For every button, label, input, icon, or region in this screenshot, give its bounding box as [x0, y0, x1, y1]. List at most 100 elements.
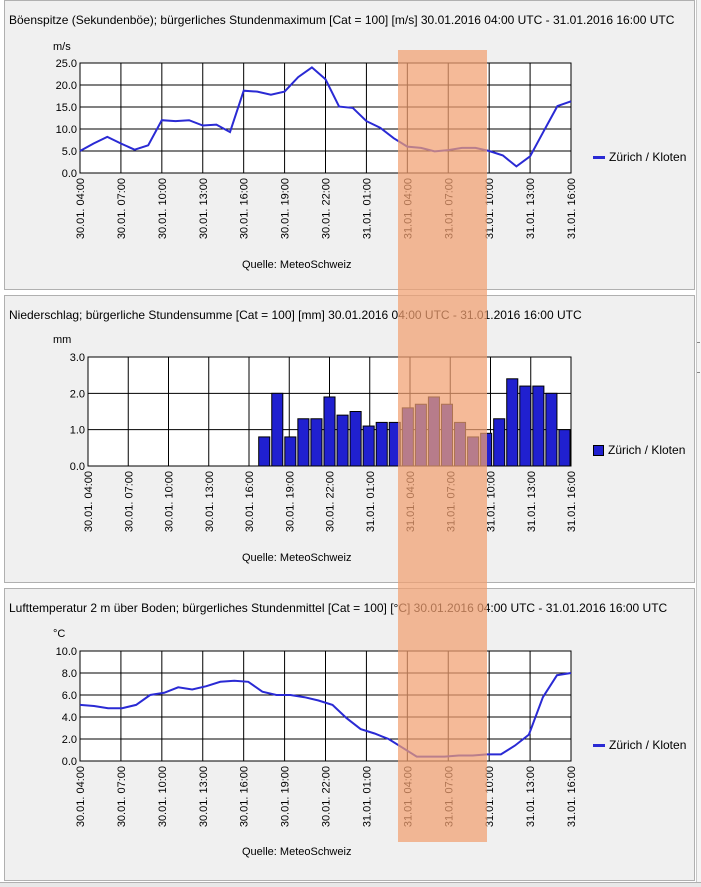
- chart-title: Böenspitze (Sekundenböe); bürgerliches S…: [9, 13, 675, 27]
- x-tick-label: 30.01. 19:00: [280, 766, 292, 827]
- chart-plot: 0.0 2.0 4.0 6.0 8.0 10.0 30.01. 04:00 30.01. 07…: [56, 646, 578, 827]
- y-tick-label: 15.0: [56, 102, 77, 114]
- y-tick-label: 20.0: [56, 80, 77, 92]
- x-tick-label: 31.01. 10:00: [484, 178, 496, 239]
- source-label: Quelle: MeteoSchweiz: [242, 552, 352, 564]
- legend-line-swatch: [593, 743, 605, 747]
- x-tick-label: 30.01. 13:00: [198, 178, 210, 239]
- source-label: Quelle: MeteoSchweiz: [242, 846, 352, 858]
- bar: [545, 392, 558, 467]
- y-tick-label: 25.0: [56, 58, 77, 70]
- x-tick-label: 30.01. 07:00: [116, 766, 128, 827]
- y-tick-label: 4.0: [62, 712, 77, 724]
- y-tick-label: 3.0: [70, 352, 85, 364]
- x-tick-label: 30.01. 07:00: [116, 178, 128, 239]
- bar: [401, 407, 414, 467]
- chart-panel-gusts: Böenspitze (Sekundenböe); bürgerliches S…: [4, 0, 695, 290]
- y-tick-label: 10.0: [56, 124, 77, 136]
- y-tick-label: 0.0: [70, 461, 85, 473]
- x-tick-label: 31.01. 07:00: [443, 766, 455, 827]
- scrollbar-mark: [697, 372, 700, 373]
- x-tick-label: 31.01. 04:00: [402, 766, 414, 827]
- bar: [493, 418, 506, 467]
- bar: [558, 429, 571, 467]
- x-tick-label: 30.01. 16:00: [244, 471, 256, 532]
- x-tick-label: 30.01. 19:00: [280, 178, 292, 239]
- bar: [271, 392, 284, 467]
- bar: [454, 421, 467, 467]
- x-tick-label: 31.01. 16:00: [566, 178, 578, 239]
- x-tick-label: 31.01. 13:00: [525, 178, 537, 239]
- legend-bar-swatch: [593, 444, 604, 456]
- bar: [310, 418, 323, 467]
- legend-line-swatch: [593, 155, 605, 159]
- x-tick-label: 31.01. 16:00: [566, 766, 578, 827]
- x-tick-label: 31.01. 13:00: [526, 471, 538, 532]
- legend-label: Zürich / Kloten: [609, 150, 687, 164]
- x-tick-label: 31.01. 13:00: [525, 766, 537, 827]
- x-tick-label: 30.01. 10:00: [164, 471, 176, 532]
- y-tick-label: 0.0: [62, 168, 77, 180]
- x-tick-label: 30.01. 10:00: [157, 766, 169, 827]
- legend: Zürich / Kloten: [593, 738, 686, 752]
- scrollbar-track[interactable]: [696, 0, 701, 887]
- x-tick-label: 30.01. 16:00: [239, 766, 251, 827]
- bar: [336, 414, 349, 467]
- x-tick-label: 30.01. 10:00: [157, 178, 169, 239]
- bar: [480, 432, 493, 467]
- legend: Zürich / Kloten: [593, 443, 685, 457]
- x-tick-label: 30.01. 13:00: [204, 471, 216, 532]
- bar: [440, 403, 454, 467]
- bar: [532, 385, 545, 467]
- x-tick-label: 31.01. 04:00: [402, 178, 414, 239]
- y-tick-label: 1.0: [70, 425, 85, 437]
- x-tick-label: 31.01. 16:00: [566, 471, 578, 532]
- x-tick-label: 31.01. 10:00: [484, 766, 496, 827]
- bar: [427, 396, 440, 467]
- bar: [467, 436, 480, 467]
- x-tick-label: 31.01. 10:00: [486, 471, 498, 532]
- x-tick-label: 30.01. 13:00: [198, 766, 210, 827]
- y-tick-label: 6.0: [62, 690, 77, 702]
- y-tick-label: 5.0: [62, 146, 77, 158]
- legend-label: Zürich / Kloten: [608, 443, 686, 457]
- chart-panel-precipitation: Niederschlag; bürgerliche Stundensumme […: [4, 295, 695, 583]
- legend-label: Zürich / Kloten: [609, 738, 687, 752]
- bar: [388, 421, 401, 467]
- chart-plot: 0.0 1.0 2.0 3.0 30.01. 04:00 30.01. 07:00 30.0…: [70, 352, 578, 532]
- x-tick-label: 31.01. 01:00: [361, 178, 373, 239]
- x-tick-label: 31.01. 04:00: [405, 471, 417, 532]
- next-panel-edge: [0, 882, 701, 887]
- legend: Zürich / Kloten: [593, 150, 686, 164]
- x-tick-label: 30.01. 16:00: [239, 178, 251, 239]
- x-tick-label: 31.01. 01:00: [365, 471, 377, 532]
- bar: [284, 436, 297, 467]
- x-tick-label: 30.01. 19:00: [284, 471, 296, 532]
- x-tick-label: 30.01. 07:00: [123, 471, 135, 532]
- y-axis-unit: mm: [53, 334, 72, 346]
- chart-plot: 0.0 5.0 10.0 15.0 20.0 25.0 30.01. 04:00 30.01.…: [56, 58, 578, 239]
- x-tick-label: 30.01. 04:00: [83, 471, 95, 532]
- bar: [362, 425, 375, 467]
- y-tick-label: 2.0: [70, 388, 85, 400]
- x-tick-label: 31.01. 01:00: [361, 766, 373, 827]
- series-line: [79, 66, 572, 168]
- x-tick-label: 30.01. 04:00: [75, 766, 87, 827]
- bar: [519, 385, 532, 467]
- x-tick-label: 30.01. 04:00: [75, 178, 87, 239]
- scrollbar-mark: [697, 342, 700, 343]
- bar: [323, 396, 336, 467]
- x-tick-label: 31.01. 07:00: [443, 178, 455, 239]
- x-tick-label: 30.01. 22:00: [321, 766, 333, 827]
- bar: [506, 378, 519, 467]
- bar: [297, 418, 310, 467]
- x-tick-label: 30.01. 22:00: [325, 471, 337, 532]
- bar: [258, 436, 271, 467]
- y-tick-label: 2.0: [62, 734, 77, 746]
- y-tick-label: 8.0: [62, 668, 77, 680]
- bar: [349, 411, 362, 467]
- bar: [375, 421, 388, 467]
- y-tick-label: 10.0: [56, 646, 77, 658]
- y-axis-unit: m/s: [53, 41, 71, 53]
- series-line: [79, 672, 572, 758]
